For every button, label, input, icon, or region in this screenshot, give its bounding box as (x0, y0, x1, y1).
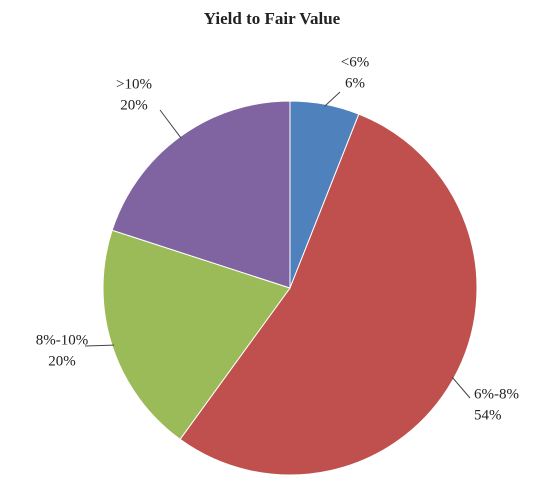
leader-line (84, 344, 115, 347)
slice-label: 8%-10% (36, 332, 89, 348)
pie-slice (102, 229, 291, 440)
leader-line (324, 91, 341, 107)
slice-label: <6% (341, 54, 369, 70)
slice-value-label: 20% (48, 353, 76, 369)
slice-label: >10% (116, 76, 152, 92)
chart-title: Yield to Fair Value (204, 9, 341, 28)
leader-line (159, 109, 182, 139)
slice-value-label: 54% (474, 407, 502, 423)
slice-value-label: 6% (345, 75, 365, 91)
leader-line (451, 376, 471, 399)
pie-slice (179, 113, 478, 476)
slice-label: 6%-8% (474, 386, 519, 402)
slice-value-label: 20% (120, 97, 148, 113)
